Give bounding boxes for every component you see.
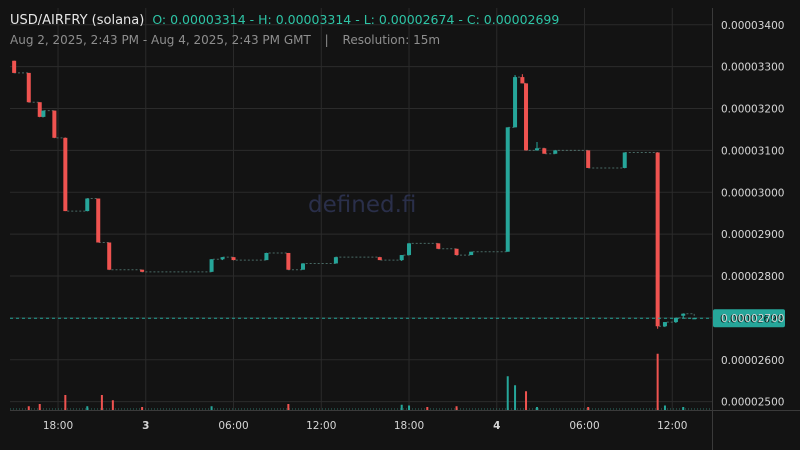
candle (286, 252, 291, 270)
symbol-label: USD/AIRFRY (solana) (10, 13, 145, 28)
y-tick-label: 0.00002700 (721, 313, 784, 325)
candle (220, 257, 225, 260)
x-tick-label: 4 (493, 420, 500, 432)
x-tick-label: 18:00 (43, 420, 73, 432)
chart-subheader: Aug 2, 2025, 2:43 PM - Aug 4, 2025, 2:43… (10, 33, 440, 47)
last-price-line: 0.00002699 (10, 309, 785, 328)
volume-bar (408, 405, 411, 410)
last-price-label: 0.00002699 (720, 313, 783, 325)
candle (140, 269, 145, 272)
volume-bar (682, 407, 685, 410)
y-tick-label: 0.00002800 (721, 271, 784, 283)
x-tick-label: 12:00 (306, 420, 336, 432)
x-tick-label: 06:00 (218, 420, 248, 432)
candle (37, 102, 42, 117)
candle (586, 150, 591, 168)
candle (96, 198, 101, 243)
candle (662, 322, 667, 327)
candle (85, 198, 90, 212)
candle (407, 243, 412, 256)
volume-bar (287, 404, 290, 410)
y-tick-label: 0.00002900 (721, 229, 784, 241)
x-tick-label: 12:00 (657, 420, 687, 432)
y-tick-label: 0.00002600 (721, 355, 784, 367)
watermark: defined.fi (308, 192, 417, 218)
candle (520, 77, 525, 84)
volume-bar (587, 407, 590, 410)
volume-bar (656, 353, 659, 410)
y-tick-label: 0.00003000 (721, 187, 784, 199)
candle (26, 72, 31, 103)
y-tick-label: 0.00003200 (721, 104, 784, 116)
candle (673, 317, 678, 323)
candle (542, 148, 547, 154)
candle (399, 255, 404, 261)
candle (377, 257, 382, 261)
candle (681, 313, 686, 316)
volume-bar (100, 395, 103, 410)
y-tick-label: 0.00003400 (721, 20, 784, 32)
volume-bar (141, 407, 144, 410)
x-tick-label: 3 (142, 420, 149, 432)
y-tick-label: 0.00003100 (721, 145, 784, 157)
grid (10, 8, 712, 410)
ohlc-readout: O: 0.00003314 - H: 0.00003314 - L: 0.000… (152, 12, 560, 27)
chart-header: USD/AIRFRY (solana) O: 0.00003314 - H: 0… (10, 12, 559, 28)
candle (553, 150, 558, 154)
volume-bar (210, 406, 213, 410)
volume-bar (27, 406, 30, 410)
candle (333, 257, 338, 264)
volume-bar (400, 404, 403, 410)
candle (52, 110, 57, 138)
candle (655, 152, 660, 327)
candle (300, 263, 305, 270)
candle (231, 257, 236, 261)
x-tick-label: 18:00 (394, 420, 424, 432)
volume-bar (111, 400, 114, 410)
candle (524, 83, 529, 151)
volume-bar (426, 407, 429, 410)
last-price-tag (713, 309, 785, 328)
volume-bar (514, 385, 517, 410)
volume-bar (525, 391, 528, 410)
candle (264, 252, 269, 261)
volume-bar (506, 376, 509, 410)
y-tick-label: 0.00003300 (721, 62, 784, 74)
volume-bar (64, 395, 67, 410)
volume-bar (455, 406, 458, 410)
candle (454, 248, 459, 256)
y-tick-label: 0.00002500 (721, 397, 784, 409)
candle (63, 137, 68, 212)
candle (469, 251, 474, 256)
separator: | (324, 33, 329, 47)
candles (12, 60, 697, 329)
volume-bar (535, 407, 538, 410)
volume-bar (663, 405, 666, 410)
candle (513, 77, 518, 128)
axes: 0.00003400 0.00003300 0.00003200 0.00003100… (10, 8, 800, 450)
candle (209, 259, 214, 272)
candle (622, 152, 627, 168)
candle (534, 148, 539, 151)
volume-bar (38, 404, 41, 410)
candle (436, 243, 441, 249)
candle (12, 60, 17, 73)
date-range: Aug 2, 2025, 2:43 PM - Aug 4, 2025, 2:43… (10, 33, 311, 47)
candle (41, 110, 46, 117)
volume-bar (86, 406, 89, 410)
volume-bars (10, 353, 712, 410)
candle (107, 242, 112, 270)
resolution-label: Resolution: 15m (342, 33, 441, 47)
candle (505, 127, 510, 252)
x-tick-label: 06:00 (569, 420, 599, 432)
